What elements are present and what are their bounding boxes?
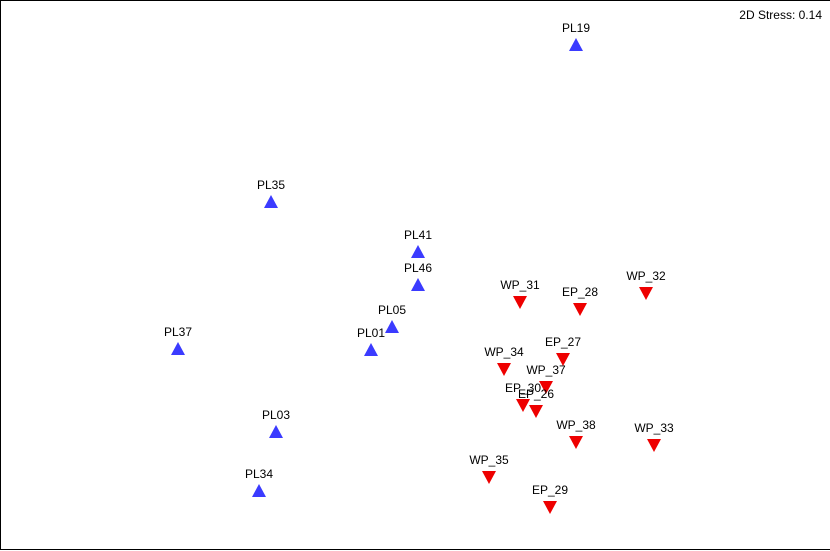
- data-point-wp-33: [647, 439, 661, 452]
- data-point-pl34: [252, 484, 266, 497]
- point-label: WP_31: [500, 278, 540, 292]
- data-point-ep-28: [573, 303, 587, 316]
- data-point-pl37: [171, 342, 185, 355]
- stress-label: 2D Stress: 0.14: [739, 8, 822, 22]
- point-label: PL37: [164, 325, 192, 339]
- point-label: EP_29: [532, 483, 568, 497]
- data-point-pl05: [385, 320, 399, 333]
- data-point-wp-32: [639, 287, 653, 300]
- point-label: PL01: [357, 326, 385, 340]
- point-label: EP_26: [518, 387, 554, 401]
- data-point-ep-26: [529, 405, 543, 418]
- data-point-wp-34: [497, 363, 511, 376]
- point-label: WP_38: [556, 418, 596, 432]
- point-label: EP_30: [505, 381, 541, 395]
- data-point-pl19: [569, 38, 583, 51]
- point-label: PL46: [404, 261, 432, 275]
- point-label: WP_34: [484, 345, 524, 359]
- data-point-pl01: [364, 343, 378, 356]
- point-label: PL03: [262, 408, 290, 422]
- data-point-wp-38: [569, 436, 583, 449]
- data-point-ep-27: [556, 353, 570, 366]
- data-point-pl35: [264, 195, 278, 208]
- point-label: PL41: [404, 228, 432, 242]
- data-point-pl41: [411, 245, 425, 258]
- point-label: PL35: [257, 178, 285, 192]
- data-point-ep-30: [516, 399, 530, 412]
- point-label: PL05: [378, 303, 406, 317]
- data-point-pl03: [269, 425, 283, 438]
- point-label: WP_33: [634, 421, 674, 435]
- point-label: EP_28: [562, 285, 598, 299]
- data-point-wp-37: [539, 381, 553, 394]
- data-point-ep-29: [543, 501, 557, 514]
- point-label: WP_32: [626, 269, 666, 283]
- data-point-wp-35: [482, 471, 496, 484]
- point-label: EP_27: [545, 335, 581, 349]
- point-label: WP_35: [469, 453, 509, 467]
- point-label: PL19: [562, 21, 590, 35]
- point-label: WP_37: [526, 363, 566, 377]
- data-point-wp-31: [513, 296, 527, 309]
- point-label: PL34: [245, 467, 273, 481]
- data-point-pl46: [411, 278, 425, 291]
